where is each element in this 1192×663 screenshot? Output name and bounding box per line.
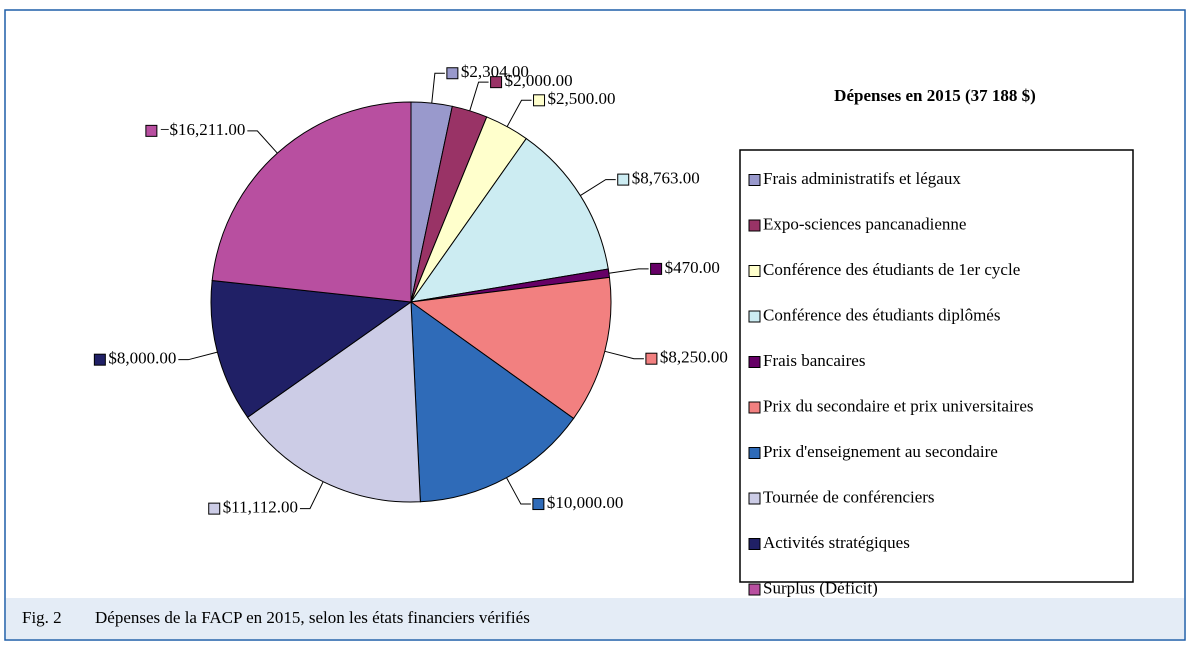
legend-swatch (748, 174, 761, 186)
legend-label: Prix d'enseignement au secondaire (763, 442, 998, 461)
leader-line (178, 351, 218, 361)
data-label: $8,000.00 (108, 349, 176, 368)
legend-label: Surplus (Déficit) (763, 578, 878, 597)
label-marker (208, 502, 221, 515)
label-marker (645, 352, 658, 365)
label-marker (93, 353, 106, 366)
leader-line (608, 268, 649, 274)
label-marker (533, 94, 546, 107)
data-label: $2,000.00 (505, 71, 573, 90)
data-label: $470.00 (665, 258, 720, 277)
caption-text: Dépenses de la FACP en 2015, selon les é… (95, 608, 530, 627)
legend-label: Frais administratifs et légaux (763, 169, 961, 188)
legend-box (739, 149, 1134, 583)
legend-swatch (748, 492, 761, 505)
legend-label: Conférence des étudiants de 1er cycle (763, 260, 1020, 279)
legend-label: Conférence des étudiants diplômés (763, 305, 1000, 324)
leader-line (506, 99, 532, 127)
data-label: $10,000.00 (547, 493, 624, 512)
legend-swatch (748, 401, 761, 414)
legend-swatch (748, 219, 761, 232)
legend-label: Frais bancaires (763, 351, 865, 370)
leader-line (469, 81, 489, 111)
label-marker (490, 76, 503, 89)
pie-slice (211, 101, 412, 303)
label-marker (446, 67, 459, 80)
data-label: $2,304.00 (461, 62, 529, 81)
legend-label: Expo-sciences pancanadienne (763, 214, 966, 233)
pie-slice (246, 301, 421, 503)
legend-swatch (748, 447, 761, 459)
leader-line (506, 477, 531, 505)
data-label: $2,500.00 (548, 89, 616, 108)
leader-line (247, 130, 278, 154)
legend-label: Prix du secondaire et prix universitaire… (763, 396, 1034, 415)
pie-slice (409, 137, 609, 303)
legend-swatch (748, 310, 761, 323)
leader-line (604, 350, 644, 360)
pie-slice (409, 276, 612, 420)
pie-slice (210, 279, 413, 419)
legend-label: Activités stratégiques (763, 533, 910, 552)
data-label: $11,112.00 (223, 498, 298, 517)
legend-swatch (748, 583, 761, 596)
legend-swatch (748, 265, 761, 277)
data-label: $8,250.00 (660, 348, 728, 367)
legend-label: Tournée de conférenciers (763, 487, 935, 506)
leader-line (299, 481, 324, 510)
label-marker (650, 262, 663, 275)
leader-line (580, 179, 616, 196)
leader-line (431, 72, 445, 104)
legend-title: Dépenses en 2015 (37 188 $) (834, 86, 1036, 105)
data-label: −$16,211.00 (160, 120, 245, 139)
legend-swatch (748, 538, 761, 550)
data-label: $8,763.00 (632, 169, 700, 188)
caption-label: Fig. 2 (22, 608, 62, 627)
legend-swatch (748, 356, 761, 368)
label-marker (145, 124, 158, 137)
label-marker (532, 498, 545, 511)
caption-band (6, 598, 1184, 639)
label-marker (617, 173, 630, 186)
pie-slice (410, 300, 575, 503)
